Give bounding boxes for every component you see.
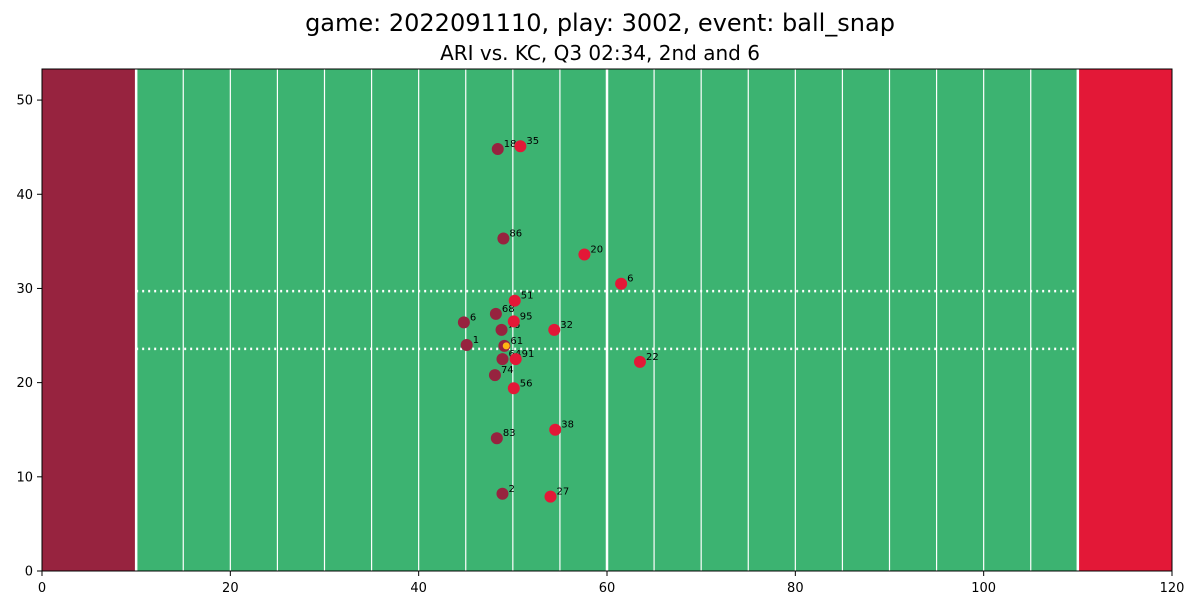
jersey-label: 20 [590, 245, 603, 256]
jersey-label: 2 [508, 484, 514, 495]
player-marker [490, 432, 503, 445]
jersey-label: 35 [526, 136, 539, 147]
x-tick-label: 100 [971, 581, 996, 596]
endzone-right [1077, 69, 1172, 571]
player-marker [460, 338, 473, 351]
jersey-label: 32 [560, 320, 573, 331]
plot-area: 1886686761616474832352065195329122563827 [42, 69, 1172, 571]
player-marker [497, 232, 510, 245]
x-tick-label: 120 [1160, 581, 1185, 596]
player-marker [491, 143, 504, 156]
player-marker [633, 355, 646, 368]
x-tick-label: 40 [410, 581, 427, 596]
jersey-label: 1 [473, 335, 479, 346]
x-tick-label: 60 [599, 581, 616, 596]
player-marker [514, 140, 527, 153]
jersey-label: 61 [510, 336, 523, 347]
player-marker [549, 423, 562, 436]
jersey-label: 22 [646, 352, 659, 363]
player-marker [495, 323, 508, 336]
football-marker [502, 342, 510, 350]
y-tick-label: 20 [16, 376, 33, 391]
jersey-label: 6 [627, 274, 633, 285]
player-marker [507, 382, 520, 395]
player-marker [509, 353, 522, 366]
player-marker [507, 315, 520, 328]
jersey-label: 27 [557, 487, 570, 498]
player-marker [578, 248, 591, 261]
y-tick-label: 40 [16, 188, 33, 203]
player-marker [496, 487, 509, 500]
y-tick-label: 50 [16, 94, 33, 109]
y-tick-label: 0 [25, 565, 33, 580]
jersey-label: 18 [504, 139, 517, 150]
player-marker [544, 490, 557, 503]
jersey-label: 68 [502, 304, 515, 315]
x-tick-label: 80 [787, 581, 804, 596]
jersey-label: 86 [509, 229, 522, 240]
chart-title: game: 2022091110, play: 3002, event: bal… [305, 9, 895, 37]
jersey-label: 91 [522, 349, 535, 360]
jersey-label: 95 [520, 311, 533, 322]
player-marker [508, 294, 521, 307]
player-marker [496, 353, 509, 366]
player-marker [457, 316, 470, 329]
x-tick-label: 0 [38, 581, 46, 596]
endzone-left [42, 69, 137, 571]
chart-subtitle: ARI vs. KC, Q3 02:34, 2nd and 6 [440, 41, 760, 65]
jersey-label: 38 [561, 420, 574, 431]
jersey-label: 83 [503, 428, 516, 439]
y-tick-label: 10 [16, 470, 33, 485]
y-tick-label: 30 [16, 282, 33, 297]
player-marker [548, 323, 561, 336]
jersey-label: 51 [521, 291, 534, 302]
jersey-label: 56 [520, 378, 533, 389]
player-marker [489, 307, 502, 320]
x-tick-label: 20 [222, 581, 239, 596]
jersey-label: 6 [470, 312, 476, 323]
player-marker [488, 369, 501, 382]
jersey-label: 74 [501, 365, 514, 376]
player-marker [615, 277, 628, 290]
